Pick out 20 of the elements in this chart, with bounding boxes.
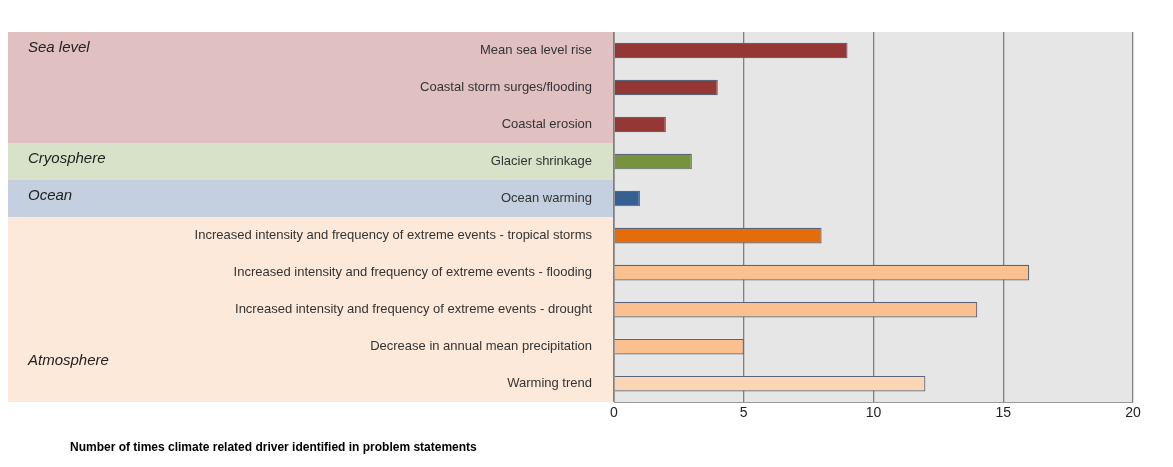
y-tick-label: Increased intensity and frequency of extreme events - drought	[235, 301, 593, 317]
y-tick-label: Warming trend	[507, 375, 592, 391]
x-tick-label: 5	[739, 404, 748, 421]
x-tick-label: 10	[865, 404, 882, 421]
x-axis-title: Number of times climate related driver identified in problem statements	[70, 440, 478, 455]
y-tick-label: Decrease in annual mean precipitation	[370, 338, 592, 354]
x-tick-label: 0	[610, 404, 619, 421]
y-tick-label: Coastal storm surges/flooding	[420, 79, 592, 95]
text: Sea level	[28, 38, 91, 56]
x-tick-label: 20	[1125, 404, 1141, 421]
y-tick-label: Glacier shrinkage	[490, 153, 592, 169]
y-tick-label: Coastal erosion	[501, 116, 592, 132]
y-tick-label: Ocean warming	[500, 190, 592, 206]
text: Ocean	[28, 186, 73, 204]
text: Atmosphere	[27, 350, 109, 368]
y-tick-label: Increased intensity and frequency of extreme events - flooding	[233, 264, 592, 280]
text: Cryosphere	[28, 149, 106, 167]
y-tick-label: Increased intensity and frequency of extreme events - tropical storms	[194, 227, 593, 243]
y-tick-label: Mean sea level rise	[480, 42, 592, 58]
x-tick-label: 15	[995, 404, 1012, 421]
